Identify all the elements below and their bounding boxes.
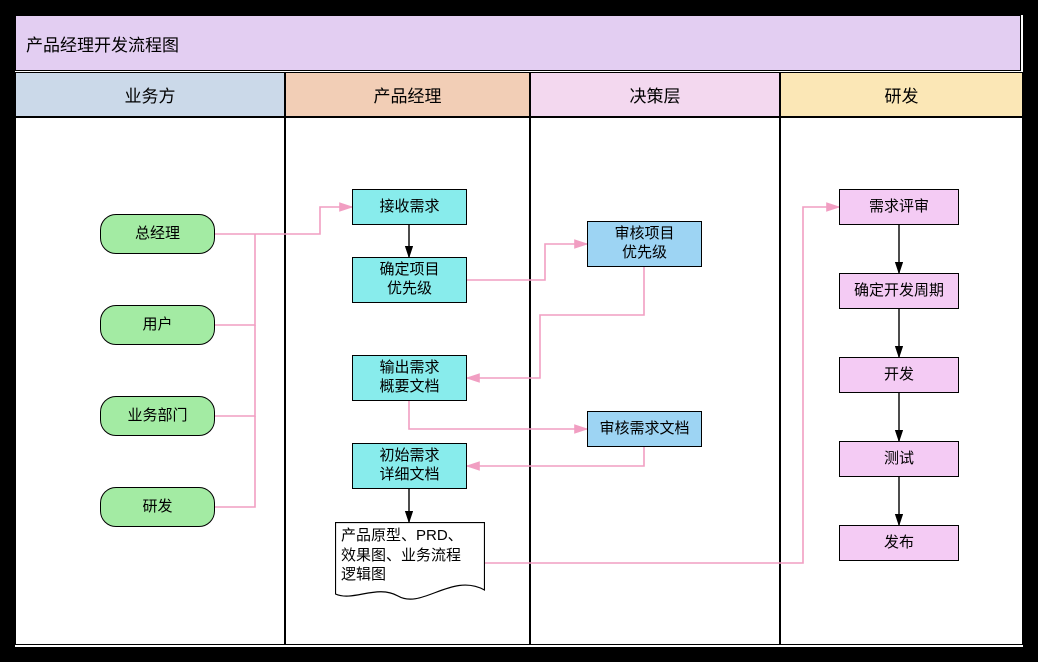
lane-header-pm: 产品经理 bbox=[285, 72, 530, 117]
node-dev_dev: 开发 bbox=[839, 357, 959, 393]
node-pm_initdoc: 初始需求 详细文档 bbox=[352, 443, 467, 489]
node-biz_dev: 研发 bbox=[100, 487, 215, 527]
lane-body-business bbox=[15, 117, 285, 645]
node-pm_artifact: 产品原型、PRD、 效果图、业务流程 逻辑图 bbox=[335, 522, 485, 604]
node-dev_release: 发布 bbox=[839, 525, 959, 561]
swimlane-diagram: 产品经理开发流程图 业务方 产品经理 决策层 研发 总经理用户业务部门研发接收需… bbox=[15, 15, 1023, 647]
lane-label: 业务方 bbox=[125, 82, 176, 107]
lane-header-decision: 决策层 bbox=[530, 72, 780, 117]
lane-label: 研发 bbox=[885, 82, 919, 107]
node-biz_gm: 总经理 bbox=[100, 214, 215, 254]
node-dec_prio: 审核项目 优先级 bbox=[587, 221, 702, 267]
lane-body-decision bbox=[530, 117, 780, 645]
node-biz_dept: 业务部门 bbox=[100, 396, 215, 436]
lane-header-dev: 研发 bbox=[780, 72, 1023, 117]
node-label: 产品原型、PRD、 效果图、业务流程 逻辑图 bbox=[341, 526, 479, 585]
node-biz_user: 用户 bbox=[100, 305, 215, 345]
node-dev_cycle: 确定开发周期 bbox=[839, 273, 959, 309]
lane-label: 决策层 bbox=[630, 82, 681, 107]
node-pm_prio: 确定项目 优先级 bbox=[352, 257, 467, 303]
node-dec_doc: 审核需求文档 bbox=[587, 411, 702, 447]
node-pm_receive: 接收需求 bbox=[352, 189, 467, 225]
title-text: 产品经理开发流程图 bbox=[26, 31, 179, 56]
node-pm_outdoc: 输出需求 概要文档 bbox=[352, 355, 467, 401]
node-dev_test: 测试 bbox=[839, 441, 959, 477]
lane-header-business: 业务方 bbox=[15, 72, 285, 117]
diagram-title: 产品经理开发流程图 bbox=[15, 15, 1021, 71]
lane-label: 产品经理 bbox=[374, 82, 442, 107]
node-dev_review: 需求评审 bbox=[839, 189, 959, 225]
